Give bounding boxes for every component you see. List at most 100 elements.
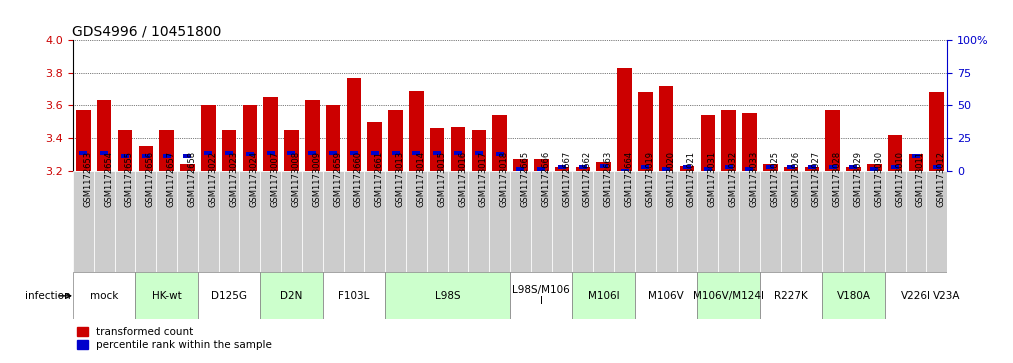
Bar <box>222 130 236 171</box>
Bar <box>180 164 194 171</box>
Bar <box>305 101 319 171</box>
Bar <box>454 151 462 155</box>
Bar <box>926 171 947 272</box>
Text: GSM1172660: GSM1172660 <box>354 151 363 207</box>
Bar <box>239 171 260 272</box>
Bar <box>246 152 254 156</box>
Bar <box>864 171 884 272</box>
Bar <box>281 171 302 272</box>
Bar <box>73 272 136 319</box>
Bar <box>385 272 511 319</box>
Text: GSM1173022: GSM1173022 <box>209 151 217 207</box>
Bar <box>329 151 337 155</box>
Bar <box>260 171 281 272</box>
Text: GSM1173008: GSM1173008 <box>292 151 301 207</box>
Bar <box>183 154 191 158</box>
Bar <box>475 151 483 155</box>
Bar <box>846 167 861 171</box>
Text: GSM1173013: GSM1173013 <box>395 151 404 207</box>
Bar <box>801 171 823 272</box>
Bar <box>760 171 781 272</box>
Bar <box>807 165 815 170</box>
Bar <box>163 154 170 158</box>
Bar <box>159 130 174 171</box>
Bar <box>285 130 299 171</box>
Bar <box>426 171 448 272</box>
Bar <box>850 165 857 170</box>
Text: GSM1172666: GSM1172666 <box>541 151 550 207</box>
Bar <box>867 164 881 171</box>
Bar <box>930 92 944 171</box>
Text: infection: infection <box>25 291 71 301</box>
Bar <box>517 167 525 171</box>
Text: GSM1173014: GSM1173014 <box>416 151 425 207</box>
Bar <box>718 171 739 272</box>
Text: GSM1173015: GSM1173015 <box>438 151 446 207</box>
Bar <box>906 171 926 272</box>
Bar <box>263 97 278 171</box>
Bar <box>225 151 233 155</box>
Bar <box>198 272 260 319</box>
Bar <box>680 166 694 171</box>
Bar <box>448 171 468 272</box>
Text: GSM1172662: GSM1172662 <box>582 151 592 207</box>
Bar <box>781 171 801 272</box>
Bar <box>308 151 316 155</box>
Bar <box>721 110 735 171</box>
Bar <box>434 151 442 155</box>
Text: GSM1173016: GSM1173016 <box>458 151 467 207</box>
Bar <box>933 165 941 170</box>
Text: GSM1173031: GSM1173031 <box>708 151 717 207</box>
Bar <box>142 154 150 158</box>
Text: GSM1172657: GSM1172657 <box>166 151 175 207</box>
Bar <box>641 165 649 170</box>
Bar <box>531 171 552 272</box>
Bar <box>884 171 906 272</box>
Bar <box>136 171 156 272</box>
Bar <box>909 154 923 171</box>
Bar <box>552 171 572 272</box>
Text: GSM1172654: GSM1172654 <box>104 151 113 207</box>
Bar <box>177 171 198 272</box>
Text: GSM1172653: GSM1172653 <box>83 151 92 207</box>
Bar <box>302 171 323 272</box>
Bar <box>787 165 795 170</box>
Text: GSM1173020: GSM1173020 <box>667 151 675 207</box>
Text: GSM1173010: GSM1173010 <box>895 151 905 207</box>
Bar <box>511 171 531 272</box>
Text: GDS4996 / 10451800: GDS4996 / 10451800 <box>72 25 222 39</box>
Bar <box>829 165 837 170</box>
Bar <box>511 272 572 319</box>
Bar <box>489 171 511 272</box>
Bar <box>578 165 587 170</box>
Bar <box>205 151 213 155</box>
Bar <box>385 171 406 272</box>
Text: GSM1173030: GSM1173030 <box>874 151 883 207</box>
Text: GSM1173012: GSM1173012 <box>937 151 946 207</box>
Bar <box>804 167 820 171</box>
Bar <box>121 154 129 158</box>
Text: GSM1172664: GSM1172664 <box>625 151 633 207</box>
Bar <box>242 105 257 171</box>
Text: GSM1172655: GSM1172655 <box>125 151 134 207</box>
Bar <box>617 68 632 171</box>
Bar <box>743 114 757 171</box>
Bar <box>534 159 549 171</box>
Bar <box>572 171 594 272</box>
Bar <box>76 110 90 171</box>
Bar <box>492 115 506 171</box>
Bar <box>288 151 296 155</box>
Bar <box>635 272 697 319</box>
Text: GSM1173024: GSM1173024 <box>250 151 259 207</box>
Text: R227K: R227K <box>774 291 808 301</box>
Bar <box>558 165 566 170</box>
Text: GSM1172656: GSM1172656 <box>146 151 155 207</box>
Bar <box>260 272 323 319</box>
Text: GSM1173028: GSM1173028 <box>833 151 842 207</box>
Text: M106V: M106V <box>648 291 684 301</box>
Text: V23A: V23A <box>933 291 961 301</box>
Bar <box>572 272 635 319</box>
Bar <box>100 151 108 155</box>
Bar <box>94 171 114 272</box>
Bar <box>346 78 362 171</box>
